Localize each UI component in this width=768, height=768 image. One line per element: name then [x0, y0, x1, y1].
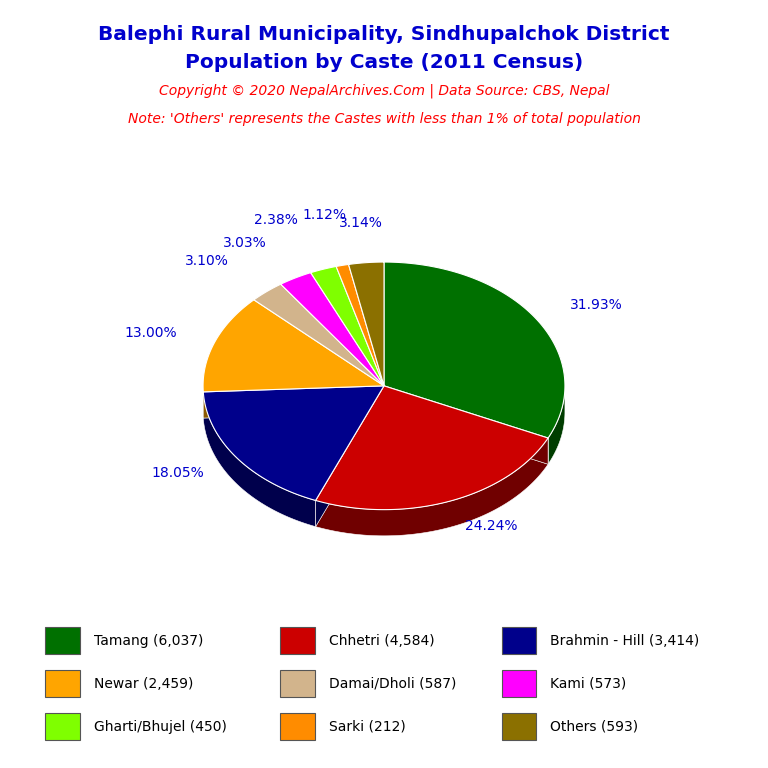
- FancyBboxPatch shape: [280, 670, 315, 697]
- Text: 2.38%: 2.38%: [254, 214, 298, 227]
- Text: 31.93%: 31.93%: [570, 298, 623, 312]
- Text: Note: 'Others' represents the Castes with less than 1% of total population: Note: 'Others' represents the Castes wit…: [127, 112, 641, 126]
- Text: Others (593): Others (593): [550, 720, 638, 733]
- FancyBboxPatch shape: [502, 713, 536, 740]
- Polygon shape: [316, 386, 384, 527]
- Text: 1.12%: 1.12%: [303, 208, 347, 222]
- Polygon shape: [254, 284, 384, 386]
- FancyBboxPatch shape: [45, 670, 80, 697]
- FancyBboxPatch shape: [502, 627, 536, 654]
- Text: Gharti/Bhujel (450): Gharti/Bhujel (450): [94, 720, 227, 733]
- Text: Chhetri (4,584): Chhetri (4,584): [329, 634, 435, 647]
- FancyBboxPatch shape: [45, 713, 80, 740]
- Polygon shape: [316, 386, 548, 510]
- Text: Kami (573): Kami (573): [550, 677, 626, 690]
- Polygon shape: [204, 392, 316, 527]
- Polygon shape: [316, 438, 548, 536]
- Polygon shape: [204, 386, 384, 418]
- Text: Population by Caste (2011 Census): Population by Caste (2011 Census): [185, 54, 583, 72]
- Text: Tamang (6,037): Tamang (6,037): [94, 634, 203, 647]
- Polygon shape: [336, 264, 384, 386]
- Polygon shape: [316, 386, 384, 527]
- Text: Newar (2,459): Newar (2,459): [94, 677, 193, 690]
- Text: Brahmin - Hill (3,414): Brahmin - Hill (3,414): [550, 634, 699, 647]
- Text: Sarki (212): Sarki (212): [329, 720, 406, 733]
- Polygon shape: [281, 273, 384, 386]
- Text: Damai/Dholi (587): Damai/Dholi (587): [329, 677, 456, 690]
- Text: 24.24%: 24.24%: [465, 519, 517, 534]
- Polygon shape: [203, 300, 384, 392]
- FancyBboxPatch shape: [280, 713, 315, 740]
- Polygon shape: [384, 386, 548, 464]
- FancyBboxPatch shape: [45, 627, 80, 654]
- Text: 3.03%: 3.03%: [223, 237, 267, 250]
- Text: Balephi Rural Municipality, Sindhupalchok District: Balephi Rural Municipality, Sindhupalcho…: [98, 25, 670, 44]
- Text: 13.00%: 13.00%: [124, 326, 177, 339]
- Text: 3.10%: 3.10%: [185, 254, 229, 268]
- Polygon shape: [204, 386, 384, 418]
- Polygon shape: [349, 262, 384, 386]
- Text: 3.14%: 3.14%: [339, 217, 382, 230]
- Polygon shape: [384, 386, 548, 464]
- Polygon shape: [311, 266, 384, 386]
- FancyBboxPatch shape: [502, 670, 536, 697]
- Polygon shape: [204, 386, 384, 501]
- FancyBboxPatch shape: [280, 627, 315, 654]
- Text: Copyright © 2020 NepalArchives.Com | Data Source: CBS, Nepal: Copyright © 2020 NepalArchives.Com | Dat…: [159, 84, 609, 98]
- Polygon shape: [384, 262, 565, 438]
- Text: 18.05%: 18.05%: [151, 466, 204, 480]
- Polygon shape: [548, 386, 565, 464]
